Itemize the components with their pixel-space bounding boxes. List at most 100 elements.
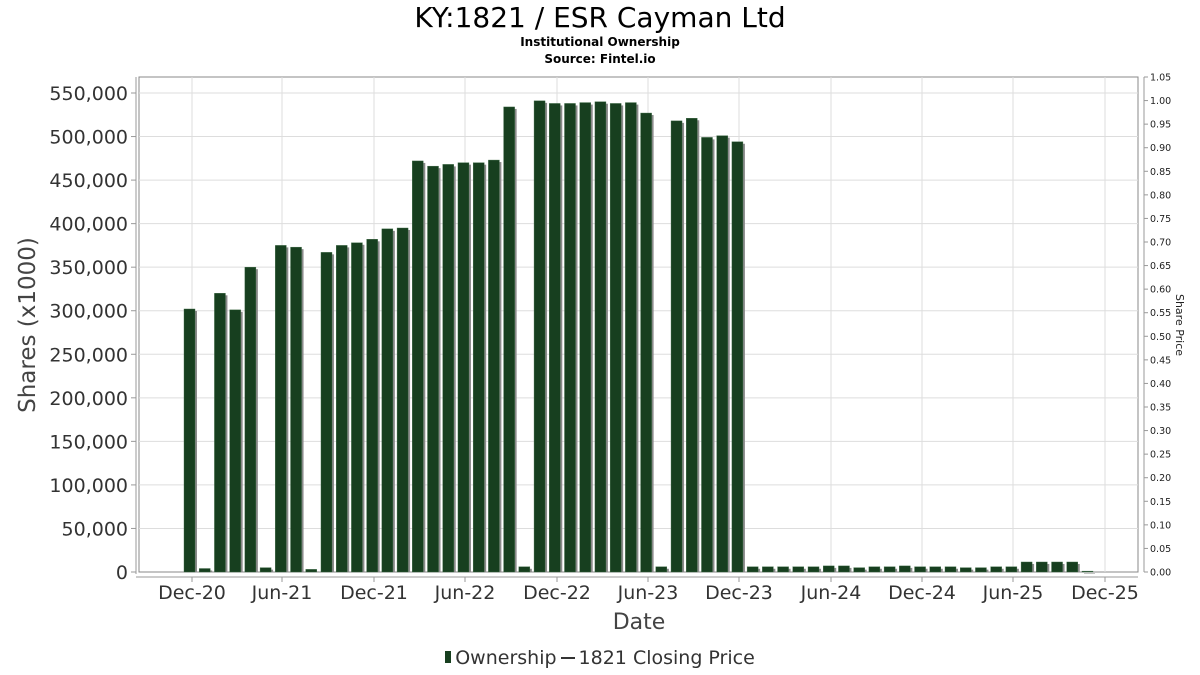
- ownership-bar[interactable]: [1005, 566, 1018, 573]
- ownership-bar[interactable]: [442, 164, 454, 573]
- price-legend-line: [560, 656, 575, 659]
- legend-price[interactable]: 1821 Closing Price: [578, 647, 755, 669]
- y-tick-label: 50,000: [62, 518, 128, 540]
- ownership-bar[interactable]: [199, 568, 211, 573]
- ownership-bar[interactable]: [396, 227, 409, 573]
- ownership-bar[interactable]: [929, 566, 941, 573]
- ownership-bar[interactable]: [290, 246, 302, 573]
- x-tick-label: Jun-25: [982, 582, 1044, 604]
- ownership-bar[interactable]: [762, 566, 774, 573]
- ownership-bar[interactable]: [457, 162, 470, 573]
- x-tick-label: Dec-20: [158, 582, 226, 604]
- ownership-bar[interactable]: [549, 103, 561, 573]
- ownership-bar[interactable]: [351, 242, 363, 573]
- ownership-bar[interactable]: [640, 112, 652, 573]
- ownership-bar[interactable]: [503, 106, 515, 573]
- legend-ownership[interactable]: Ownership: [455, 647, 557, 669]
- ownership-bar[interactable]: [320, 252, 333, 573]
- ownership-bar[interactable]: [792, 566, 804, 573]
- ownership-bar[interactable]: [655, 566, 668, 573]
- ownership-bar[interactable]: [275, 245, 287, 573]
- ownership-bar[interactable]: [381, 228, 394, 573]
- ownership-bar[interactable]: [609, 103, 622, 573]
- y2-tick-label: 1.00: [1150, 96, 1171, 107]
- grid-lines: [138, 76, 1139, 573]
- ownership-bar[interactable]: [183, 308, 196, 573]
- y-tick-label: 100,000: [49, 475, 128, 497]
- ownership-bar[interactable]: [914, 566, 926, 573]
- axes: 0 50,000 100,000 150,000 200,000 250,000 300,0…: [49, 73, 1171, 605]
- y-tick-label: 200,000: [49, 388, 128, 410]
- ownership-bar[interactable]: [594, 101, 607, 573]
- ownership-bar[interactable]: [533, 100, 546, 573]
- y2-tick-label: 1.05: [1150, 73, 1171, 84]
- ownership-bar[interactable]: [579, 102, 591, 573]
- x-axis-label: Date: [613, 610, 666, 635]
- ownership-bar[interactable]: [229, 309, 241, 573]
- ownership-bar[interactable]: [1020, 561, 1033, 573]
- ownership-bar[interactable]: [960, 567, 972, 573]
- ownership-bar[interactable]: [899, 565, 911, 573]
- ownership-legend-swatch: [445, 650, 452, 663]
- ownership-bar[interactable]: [259, 567, 272, 573]
- y2-tick-label: 0.85: [1150, 167, 1171, 178]
- ownership-bar[interactable]: [701, 137, 713, 573]
- ownership-bar[interactable]: [716, 135, 728, 573]
- ownership-bar[interactable]: [853, 567, 865, 573]
- y2-tick-label: 0.25: [1150, 450, 1171, 461]
- chart-subtitle: Institutional Ownership: [520, 35, 680, 49]
- x-tick-label: Jun-22: [434, 582, 496, 604]
- x-tick-label: Dec-22: [523, 582, 591, 604]
- y-axis-label: Shares (x1000): [15, 237, 41, 413]
- ownership-bar[interactable]: [686, 118, 698, 573]
- y2-tick-label: 0.30: [1150, 426, 1171, 437]
- y-tick-label: 450,000: [49, 170, 128, 192]
- ownership-bar[interactable]: [1051, 561, 1063, 573]
- ownership-bar[interactable]: [944, 566, 957, 573]
- x-tick-label: Dec-24: [888, 582, 956, 604]
- ownership-bar[interactable]: [883, 566, 896, 573]
- ownership-bar[interactable]: [214, 293, 226, 573]
- x-tick-label: Jun-21: [251, 582, 313, 604]
- ownership-bar[interactable]: [244, 266, 257, 573]
- ownership-bar[interactable]: [746, 566, 759, 573]
- y2-tick-label: 0.05: [1150, 544, 1171, 555]
- ownership-bar[interactable]: [731, 141, 744, 573]
- ownership-chart: 0 50,000 100,000 150,000 200,000 250,000 300,0…: [15, 73, 1186, 636]
- ownership-bar[interactable]: [427, 165, 439, 573]
- y2-tick-label: 0.70: [1150, 238, 1171, 249]
- y2-tick-label: 0.15: [1150, 497, 1171, 508]
- chart-title: KY:1821 / ESR Cayman Ltd: [414, 1, 786, 34]
- ownership-bar[interactable]: [1036, 561, 1048, 573]
- ownership-bar[interactable]: [777, 566, 789, 573]
- x-tick-label: Jun-23: [617, 582, 679, 604]
- ownership-bar[interactable]: [1066, 561, 1078, 573]
- plot-area: [138, 76, 1139, 573]
- x-tick-label: Jun-24: [800, 582, 862, 604]
- ownership-bar[interactable]: [838, 565, 850, 573]
- ownership-bar[interactable]: [807, 566, 820, 573]
- ownership-bar[interactable]: [336, 245, 348, 573]
- y2-tick-label: 0.50: [1150, 332, 1171, 343]
- ownership-bar[interactable]: [990, 566, 1002, 573]
- y-tick-label: 0: [116, 562, 128, 584]
- ownership-bar[interactable]: [625, 102, 637, 573]
- ownership-bar[interactable]: [472, 162, 485, 573]
- x-tick-label: Dec-23: [705, 582, 773, 604]
- ownership-bar[interactable]: [975, 567, 987, 573]
- legend: Ownership 1821 Closing Price: [0, 647, 1200, 669]
- ownership-bar[interactable]: [670, 120, 683, 573]
- ownership-bar[interactable]: [823, 565, 835, 573]
- ownership-bar[interactable]: [412, 160, 424, 573]
- ownership-bar[interactable]: [868, 566, 881, 573]
- ownership-bar[interactable]: [1081, 570, 1094, 573]
- ownership-bar[interactable]: [518, 566, 531, 573]
- y2-axis-label: Share Price: [1173, 294, 1186, 356]
- y-tick-label: 400,000: [49, 214, 128, 236]
- y2-tick-label: 0.10: [1150, 520, 1171, 531]
- ownership-bar[interactable]: [564, 103, 576, 573]
- ownership-bar[interactable]: [488, 159, 500, 573]
- ownership-bar[interactable]: [366, 239, 378, 573]
- bar-series: [183, 100, 1095, 574]
- ownership-bar[interactable]: [305, 569, 317, 573]
